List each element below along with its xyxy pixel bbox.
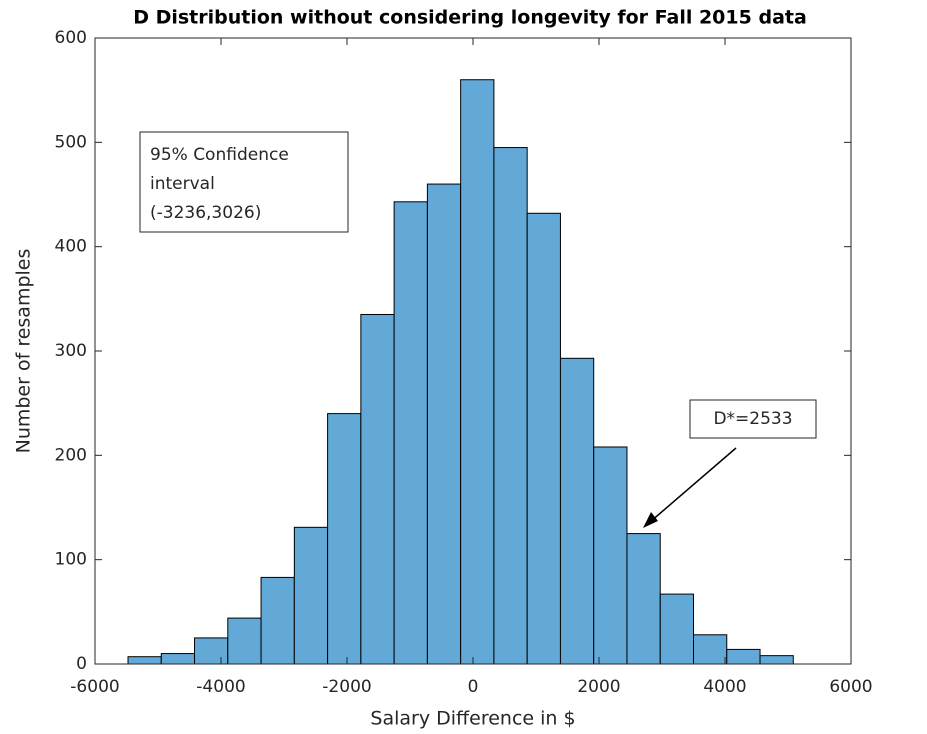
arrow-line xyxy=(649,447,737,523)
x-tick-label: 2000 xyxy=(577,677,620,697)
y-tick-label: 300 xyxy=(55,341,87,361)
y-tick-label: 100 xyxy=(55,550,87,570)
bar xyxy=(659,593,695,665)
bar xyxy=(327,413,362,665)
bar xyxy=(559,357,595,665)
x-tick-label: -6000 xyxy=(70,677,119,697)
annotation-text: D*=2533 xyxy=(713,409,792,429)
x-tick-label: -4000 xyxy=(196,677,245,697)
bar xyxy=(260,576,295,665)
bar xyxy=(726,648,761,665)
bar xyxy=(293,526,329,665)
annotation-box xyxy=(139,131,349,233)
y-tick-label: 200 xyxy=(55,445,87,465)
x-tick-label: 6000 xyxy=(829,677,872,697)
annotation-text: 95% Confidence xyxy=(150,145,289,165)
x-tick-label: 0 xyxy=(468,677,479,697)
annotation-text: interval xyxy=(150,174,215,194)
bar xyxy=(360,313,395,665)
annotation-box xyxy=(689,399,817,439)
bar xyxy=(759,655,794,665)
y-tick-label: 400 xyxy=(55,237,87,257)
bar xyxy=(194,637,229,665)
bar xyxy=(127,656,162,665)
bar xyxy=(393,201,428,665)
bar xyxy=(493,147,528,665)
y-tick-label: 0 xyxy=(76,654,87,674)
y-tick-label: 500 xyxy=(55,132,87,152)
bar xyxy=(160,653,196,665)
bar xyxy=(626,533,661,665)
plot-area xyxy=(127,79,794,665)
x-tick-label: -2000 xyxy=(322,677,371,697)
bar xyxy=(526,212,561,665)
arrow-head xyxy=(643,512,658,528)
x-tick-label: 4000 xyxy=(703,677,746,697)
bar xyxy=(426,183,462,665)
x-axis-label: Salary Difference in $ xyxy=(370,708,575,730)
bar xyxy=(693,634,728,665)
chart-title: D Distribution without considering longe… xyxy=(133,7,807,29)
bar xyxy=(460,79,495,665)
y-axis-label: Number of resamples xyxy=(13,249,35,454)
annotation-text: (-3236,3026) xyxy=(150,203,261,223)
y-tick-label: 600 xyxy=(55,28,87,48)
bar xyxy=(593,446,628,665)
bar xyxy=(227,617,262,665)
